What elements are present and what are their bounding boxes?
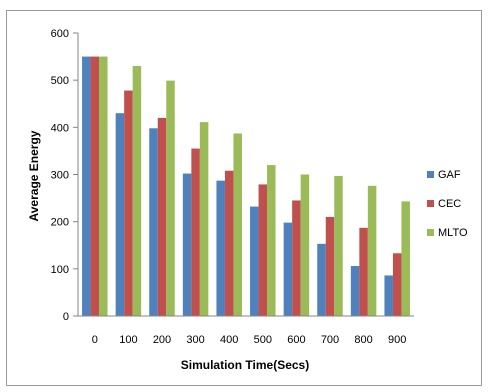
y-tick-label: 300 bbox=[51, 170, 69, 182]
bar-gaf bbox=[182, 173, 192, 316]
bar-mlto bbox=[199, 122, 209, 316]
x-axis: 0 100 200 300 400 500 600 700 800 900 bbox=[78, 315, 414, 346]
y-tick-label: 400 bbox=[51, 122, 69, 134]
bar-gaf bbox=[317, 243, 326, 316]
legend-swatch-mlto bbox=[427, 229, 434, 236]
bar-cec bbox=[124, 90, 133, 316]
bar-mlto bbox=[334, 175, 343, 316]
legend-label-gaf: GAF bbox=[438, 169, 461, 181]
legend-label-mlto: MLTO bbox=[438, 227, 468, 239]
legend-swatch-cec bbox=[427, 200, 434, 207]
x-tick-label: 900 bbox=[388, 334, 406, 346]
y-tick-label: 200 bbox=[51, 217, 69, 229]
bars bbox=[82, 56, 410, 317]
bar-mlto bbox=[132, 66, 142, 317]
bar-cec bbox=[191, 148, 200, 316]
bar-cec bbox=[359, 227, 368, 316]
legend-label-cec: CEC bbox=[438, 198, 461, 210]
bar-cec bbox=[224, 170, 234, 316]
x-tick-label: 300 bbox=[186, 334, 204, 346]
bar-mlto bbox=[267, 165, 276, 316]
x-tick-label: 400 bbox=[220, 334, 238, 346]
y-tick-label: 500 bbox=[51, 75, 69, 87]
bar-gaf bbox=[216, 180, 225, 316]
x-tick-label: 600 bbox=[287, 334, 305, 346]
y-tick-label: 600 bbox=[51, 28, 69, 40]
bar-gaf bbox=[115, 113, 125, 317]
x-tick-label: 500 bbox=[254, 334, 272, 346]
bar-mlto bbox=[300, 174, 310, 316]
x-tick-label: 200 bbox=[153, 334, 171, 346]
y-tick-label: 100 bbox=[51, 264, 69, 276]
x-axis-title: Simulation Time(Secs) bbox=[181, 358, 309, 372]
x-tick-label: 700 bbox=[321, 334, 339, 346]
bar-gaf bbox=[82, 56, 91, 316]
bar-cec bbox=[292, 200, 301, 316]
y-axis-title: Average Energy bbox=[27, 130, 41, 221]
bar-gaf bbox=[149, 128, 158, 316]
bar-cec bbox=[258, 184, 268, 316]
legend: GAF CEC MLTO bbox=[427, 169, 468, 239]
bar-mlto bbox=[401, 201, 410, 316]
bar-cec bbox=[90, 56, 100, 316]
bar-cec bbox=[157, 117, 167, 317]
bar-cec bbox=[392, 253, 402, 316]
bar-mlto bbox=[233, 133, 242, 316]
x-tick-label: 100 bbox=[119, 334, 137, 346]
bar-gaf bbox=[350, 266, 360, 316]
legend-swatch-gaf bbox=[427, 171, 434, 178]
bar-gaf bbox=[283, 222, 293, 316]
bar-mlto bbox=[367, 185, 377, 316]
bar-mlto bbox=[99, 56, 108, 316]
bar-gaf bbox=[384, 275, 393, 316]
x-tick-label: 0 bbox=[92, 334, 98, 346]
bar-mlto bbox=[166, 80, 175, 316]
y-axis: 0 100 200 300 400 500 600 bbox=[51, 28, 79, 323]
x-tick-label: 800 bbox=[354, 334, 372, 346]
bar-cec bbox=[325, 216, 335, 316]
bar-gaf bbox=[250, 206, 259, 316]
y-tick-label: 0 bbox=[63, 311, 69, 323]
